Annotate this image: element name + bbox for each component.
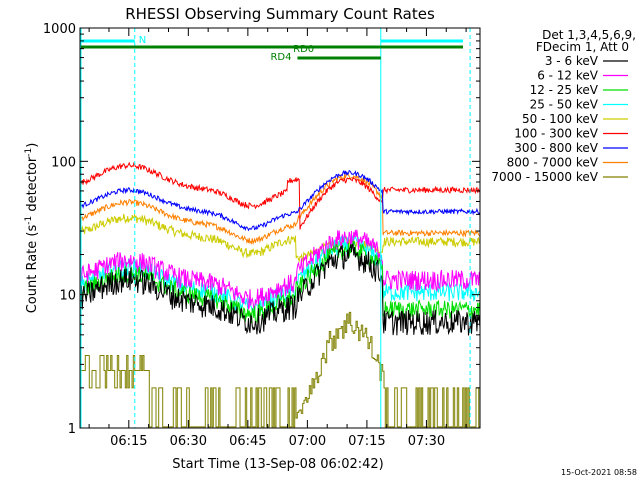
x-tick-label: 07:15 — [348, 434, 385, 449]
x-tick-label: 06:15 — [110, 434, 147, 449]
x-tick-label: 07:30 — [408, 434, 445, 449]
flag-label-n: N — [139, 35, 146, 46]
y-axis-label-sup2: -1 — [24, 148, 34, 157]
y-tick-label: 100 — [51, 155, 76, 170]
series-line-8 — [80, 311, 481, 428]
x-tick-label: 07:00 — [289, 434, 326, 449]
y-axis-label-sup1: -1 — [24, 216, 34, 225]
chart-title: RHESSI Observing Summary Count Rates — [125, 5, 435, 23]
legend-label: 12 - 25 keV — [530, 83, 599, 97]
legend-header-line2: FDecim 1, Att 0 — [536, 40, 629, 54]
plot-axes-layer: 06:15 06:30 06:45 07:00 07:15 07:30 1 10 100 1000 — [43, 22, 481, 449]
legend-label: 300 - 800 keV — [514, 141, 598, 155]
series-line-0 — [79, 243, 481, 336]
flag-label-rd0: RD0 — [293, 44, 314, 55]
y-tick-label: 10 — [59, 289, 76, 304]
y-axis-label-part3: ) — [25, 143, 40, 148]
legend-label: 50 - 100 keV — [522, 112, 599, 126]
legend-label: 100 - 300 keV — [514, 127, 598, 141]
y-axis-label-part2: detector — [25, 156, 40, 216]
legend-label: 800 - 7000 keV — [507, 156, 599, 170]
series-line-1 — [79, 229, 481, 311]
y-tick-label: 1 — [68, 422, 76, 437]
x-tick-label: 06:45 — [229, 434, 266, 449]
flag-label-rd4: RD4 — [270, 52, 291, 63]
x-axis-label: Start Time (13-Sep-08 06:02:42) — [172, 457, 383, 472]
legend-label: 7000 - 15000 keV — [491, 170, 598, 184]
footer-timestamp: 15-Oct-2021 08:58 — [561, 468, 637, 477]
legend-label: 6 - 12 keV — [537, 69, 599, 83]
series-line-4 — [79, 213, 481, 264]
plot-frame — [79, 27, 481, 429]
legend-label: 3 - 6 keV — [545, 54, 599, 68]
y-axis-label: Count Rate (s-1 detector-1) — [24, 143, 40, 314]
series-line-2 — [79, 240, 481, 324]
series-line-7 — [79, 172, 481, 246]
series-line-5 — [79, 161, 481, 230]
legend-header-line1: Det 1,3,4,5,6,9, — [542, 28, 636, 42]
y-axis-label-part1: Count Rate (s — [25, 225, 40, 314]
series-line-6 — [79, 169, 481, 232]
legend-label: 25 - 50 keV — [530, 98, 599, 112]
x-tick-label: 06:30 — [170, 434, 207, 449]
y-tick-label: 1000 — [43, 22, 76, 37]
